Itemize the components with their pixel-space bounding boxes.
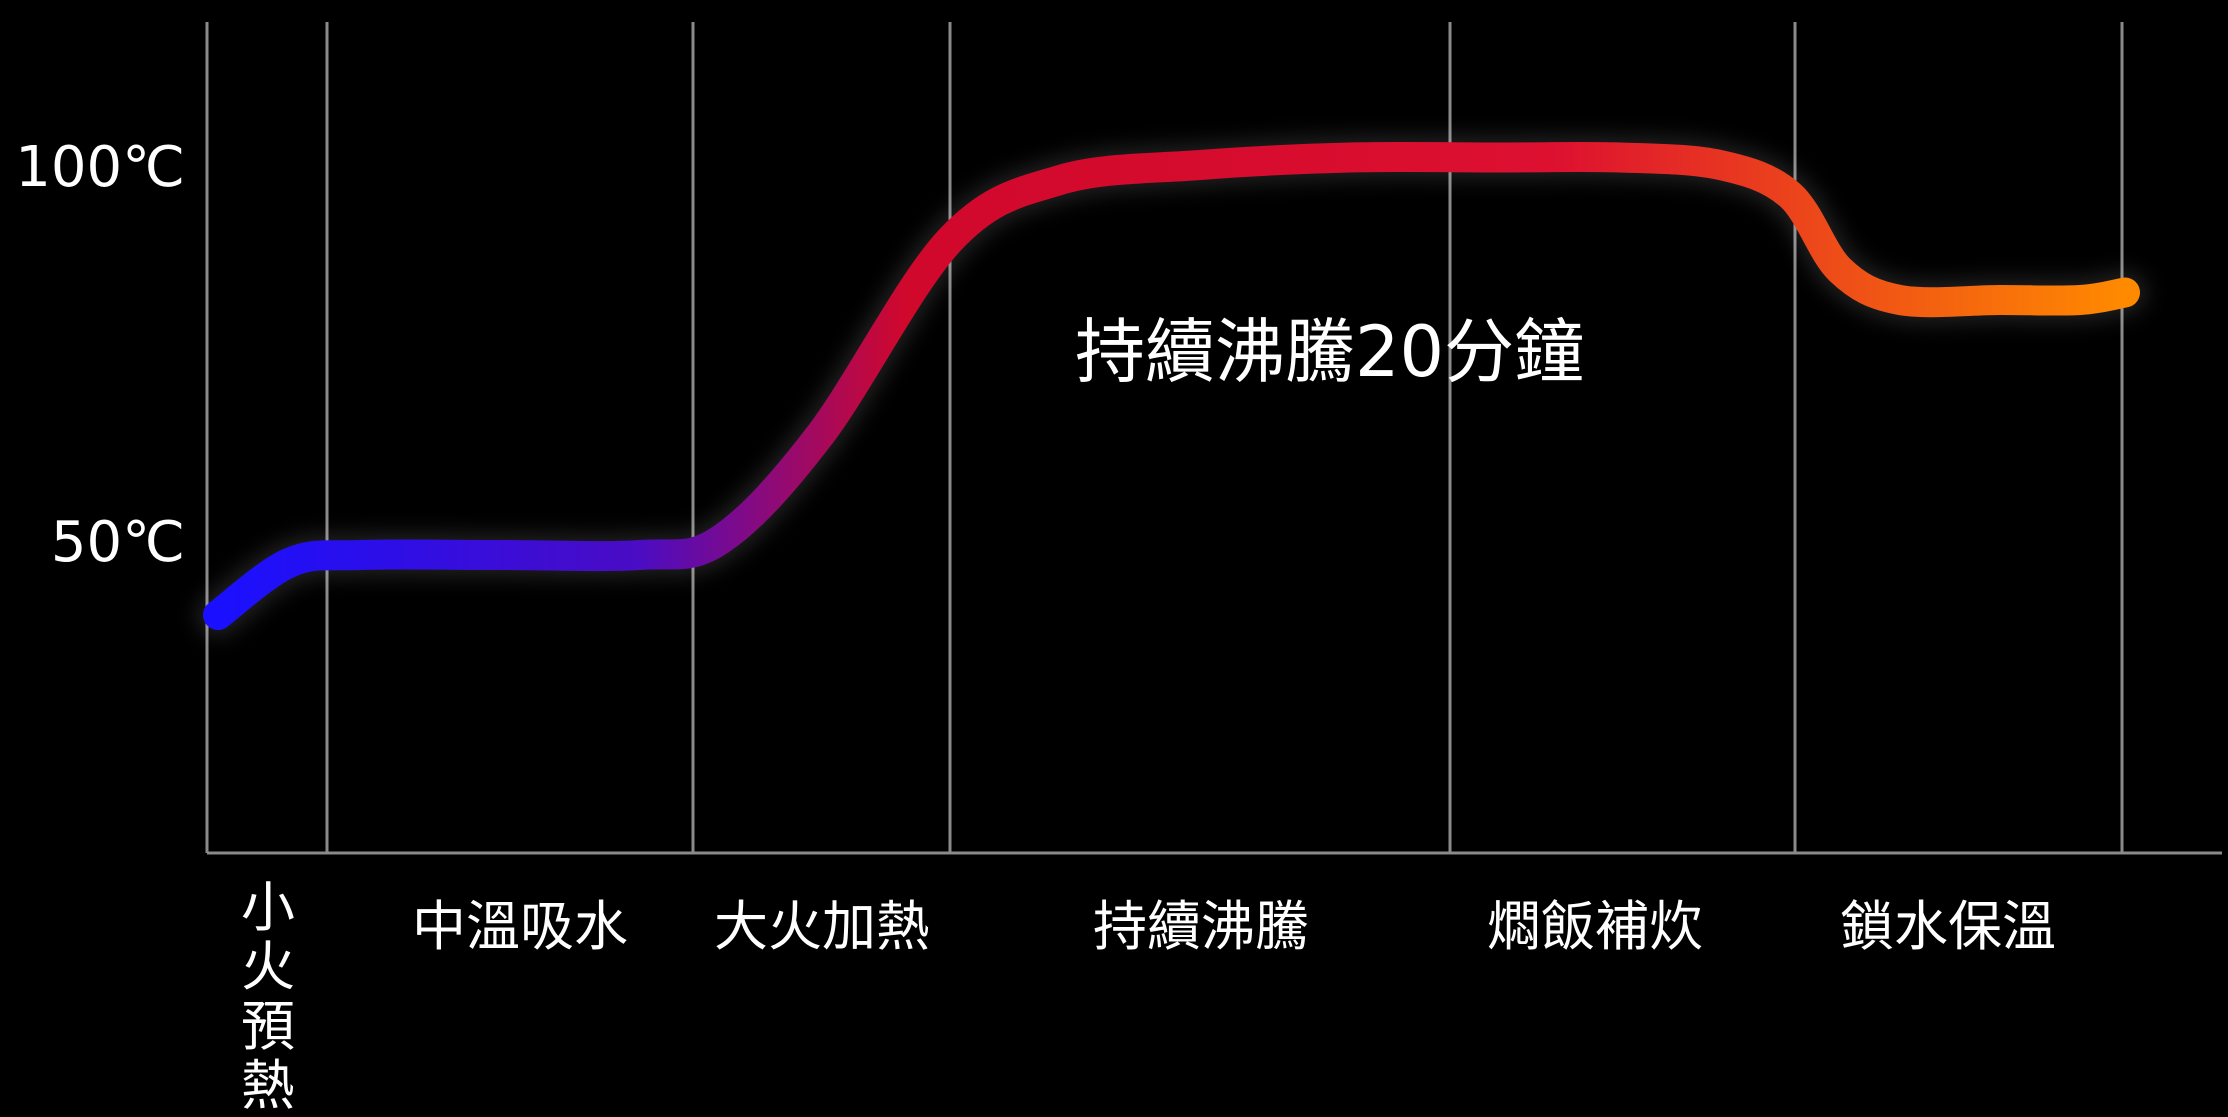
stage-label-steam: 燜飯補炊: [1487, 895, 1703, 958]
stage-label-preheat: 小火預熱: [241, 876, 295, 1117]
boiling-annotation: 持續沸騰20分鐘: [1075, 311, 1585, 393]
temperature-chart: [196, 22, 2222, 855]
stage-label-absorb: 中溫吸水: [412, 895, 628, 958]
stage-label-keep-warm: 鎖水保溫: [1840, 895, 2056, 958]
y-tick-label-100: 100℃: [15, 135, 185, 200]
temperature-curve: [203, 141, 2140, 630]
stage-label-boiling: 持續沸騰: [1093, 895, 1309, 958]
y-tick-label-50: 50℃: [50, 510, 185, 575]
stage-label-high-heat: 大火加熱: [714, 895, 930, 958]
